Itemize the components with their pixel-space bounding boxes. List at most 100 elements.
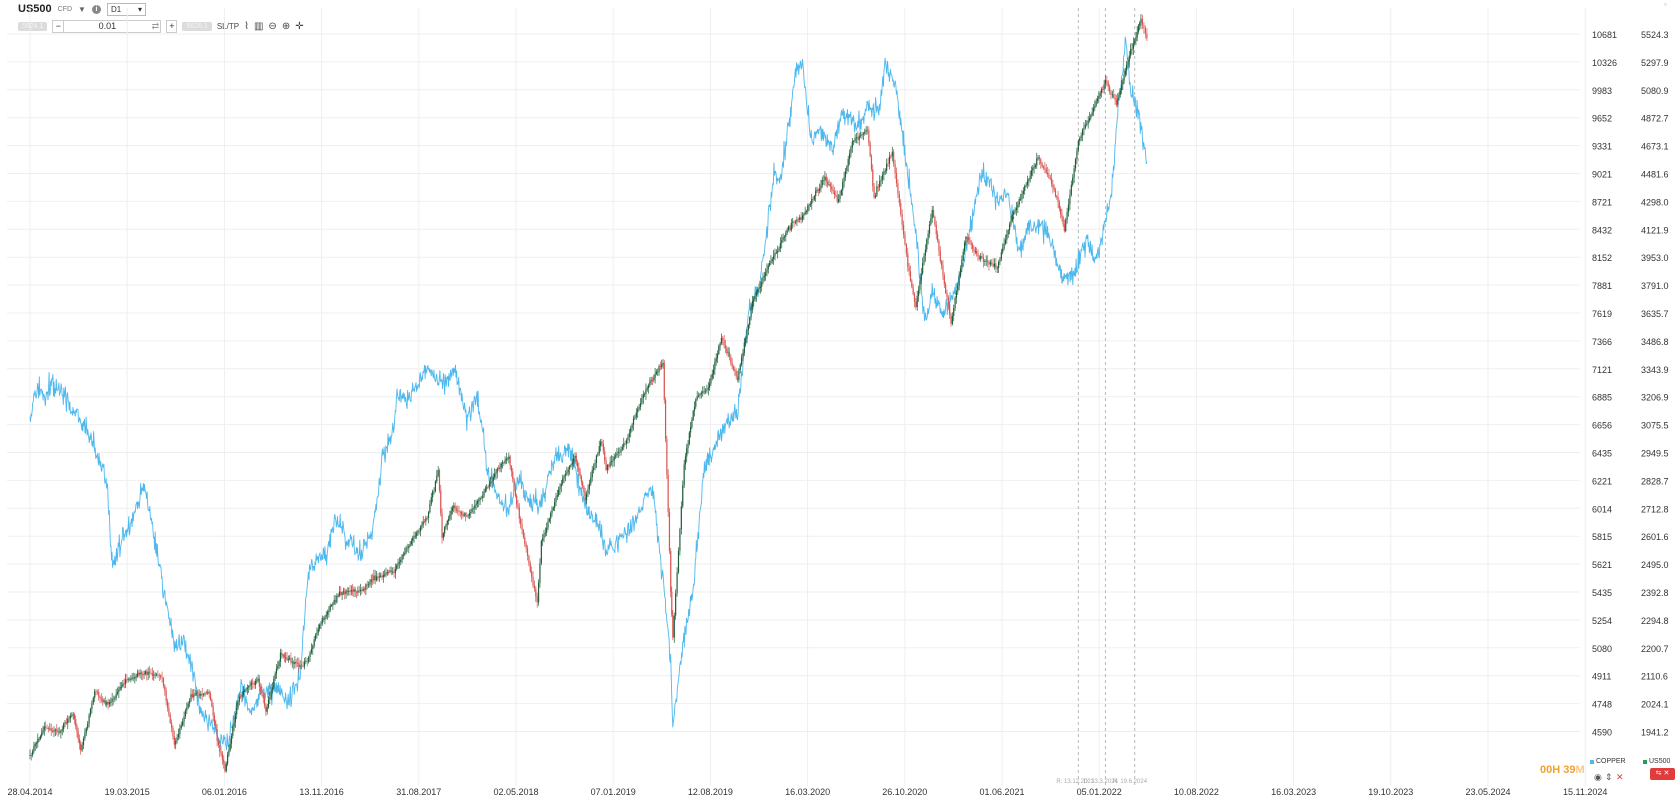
us500-candle-body: [30, 755, 32, 756]
us500-candle-body: [384, 574, 386, 576]
us500-candle-body: [1140, 18, 1142, 24]
us500-candle-body: [777, 251, 779, 253]
us500-candle-body: [844, 171, 847, 178]
us500-candle-body: [321, 618, 323, 624]
us500-candle-body: [441, 513, 443, 538]
us500-candle-body: [486, 487, 488, 489]
us500-candle-body: [941, 261, 943, 266]
us500-candle-body: [704, 390, 707, 392]
us500-candle-body: [216, 729, 218, 741]
x-tick-label: 23.05.2024: [1465, 787, 1510, 797]
us500-candle-body: [809, 204, 812, 206]
zoom-in-icon[interactable]: ⊕: [281, 20, 291, 32]
volume-decrease-button[interactable]: −: [53, 20, 65, 32]
close-series-icon[interactable]: ✕: [1616, 772, 1624, 782]
us500-candle-body: [417, 530, 419, 534]
us500-candle-body: [682, 485, 684, 507]
us500-candle-body: [278, 661, 280, 667]
us500-candle-body: [1063, 224, 1065, 232]
us500-candle-body: [840, 190, 842, 195]
us500-candle-body: [254, 680, 257, 685]
line-chart-icon[interactable]: ⌇: [244, 20, 249, 32]
us500-candle-body: [651, 379, 654, 381]
remove-all-button[interactable]: ⇆ ✕: [1650, 768, 1675, 780]
us500-candle-body: [917, 289, 920, 297]
crosshair-icon[interactable]: ✛: [295, 20, 304, 32]
us500-candle-body: [91, 703, 93, 709]
timeframe-select[interactable]: D1 ▾: [106, 2, 146, 16]
us500-candle-body: [645, 389, 647, 394]
timeframe-value: D1: [110, 4, 122, 14]
us500-candle-body: [585, 493, 588, 501]
us500-candle-body: [1067, 204, 1070, 213]
us500-candle-body: [413, 536, 415, 538]
us500-candle-body: [861, 134, 863, 136]
chevron-down-icon: ▾: [137, 4, 142, 14]
info-icon[interactable]: i: [91, 4, 101, 14]
us500-candle-body: [612, 460, 614, 462]
us500-candle-body: [1146, 33, 1148, 39]
us500-candle-body: [571, 461, 573, 465]
us500-candle-body: [866, 129, 869, 131]
us500-candle-body: [1077, 141, 1079, 151]
zoom-out-icon[interactable]: ⊖: [268, 20, 277, 32]
us500-candle-body: [728, 352, 731, 357]
us500-candle-body: [820, 185, 822, 189]
us500-candle-body: [128, 679, 131, 681]
symbol-name[interactable]: US500: [18, 3, 52, 15]
us500-candle-body: [468, 513, 471, 516]
us500-candle-body: [150, 672, 152, 674]
us500-candle-body: [303, 661, 306, 667]
candles-icon[interactable]: ▥: [253, 20, 264, 32]
us500-candle-body: [619, 451, 621, 453]
buy-button[interactable]: 5626.1: [182, 21, 212, 31]
us500-candle-body: [1041, 163, 1043, 167]
window-icon[interactable]: ▫: [1664, 0, 1667, 9]
volume-input[interactable]: 0.01: [98, 20, 117, 31]
y-right-tick-label: 2024.1: [1641, 700, 1669, 710]
us500-candle-body: [702, 391, 704, 393]
y-left-tick-label: 9331: [1592, 142, 1612, 152]
sell-button[interactable]: 5624.1: [18, 21, 48, 31]
y-right-tick-label: 3486.8: [1641, 337, 1669, 347]
y-right-tick-label: 4298.0: [1641, 197, 1669, 207]
legend-us500[interactable]: US500: [1643, 758, 1670, 765]
us500-candle-body: [126, 679, 128, 681]
us500-candle-body: [139, 672, 141, 675]
y-left-tick-label: 5621: [1592, 560, 1612, 570]
us500-candle-body: [1021, 193, 1023, 200]
us500-candle-body: [594, 463, 596, 468]
legend-copper[interactable]: COPPER: [1590, 758, 1626, 765]
eye-icon[interactable]: ◉: [1594, 772, 1602, 782]
us500-candle-body: [927, 233, 929, 240]
us500-candle-body: [813, 196, 815, 200]
reset-icon[interactable]: ⇄: [151, 20, 160, 31]
us500-candle-body: [880, 179, 882, 182]
us500-candle-body: [438, 470, 441, 491]
us500-candle-body: [623, 443, 625, 448]
us500-candle-body: [536, 596, 538, 603]
us500-candle-body: [909, 271, 912, 281]
us500-candle-body: [562, 478, 564, 484]
us500-candle-body: [233, 722, 235, 727]
us500-candle-body: [1053, 187, 1055, 190]
symbol-type: CFD: [57, 5, 73, 13]
us500-candle-body: [745, 338, 747, 343]
sltp-button[interactable]: SL/TP: [216, 21, 240, 31]
us500-candle-body: [146, 671, 148, 675]
volume-increase-button[interactable]: +: [166, 19, 178, 33]
us500-candle-body: [757, 289, 759, 292]
us500-candle-body: [71, 714, 73, 716]
us500-candle-body: [388, 572, 390, 574]
us500-candle-body: [588, 483, 591, 490]
us500-candle-body: [76, 725, 78, 733]
us500-candle-body: [312, 645, 314, 650]
us500-candle-body: [436, 475, 438, 482]
us500-candle-body: [750, 307, 752, 318]
sort-icon[interactable]: ⇕: [1605, 772, 1613, 782]
symbol-dropdown-icon[interactable]: ▼: [78, 4, 86, 14]
us500-candle-body: [275, 668, 278, 674]
us500-candle-body: [862, 133, 864, 135]
us500-candle-body: [542, 538, 544, 541]
